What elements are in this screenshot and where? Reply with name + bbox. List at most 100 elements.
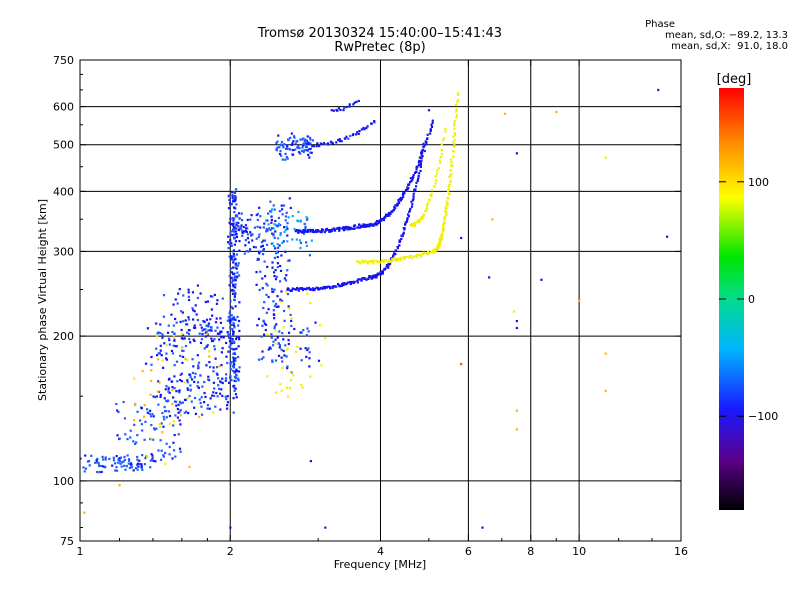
data-point — [168, 422, 171, 425]
data-point — [364, 225, 367, 228]
data-point — [120, 461, 124, 464]
data-point — [210, 308, 213, 311]
data-point — [286, 292, 290, 296]
data-point — [234, 393, 238, 396]
data-point — [112, 459, 116, 462]
data-point — [291, 287, 294, 290]
data-point — [373, 223, 376, 226]
data-point — [325, 227, 328, 231]
data-point — [98, 464, 101, 467]
data-point — [151, 456, 154, 460]
data-point — [413, 188, 416, 192]
data-point — [295, 229, 299, 232]
data-point — [149, 379, 153, 383]
data-point — [364, 259, 367, 262]
data-point — [116, 434, 119, 437]
data-point — [231, 337, 234, 341]
data-point — [192, 326, 196, 329]
data-point — [84, 467, 88, 470]
data-point — [211, 314, 214, 317]
data-point — [397, 257, 400, 261]
data-point — [199, 401, 202, 405]
data-point — [191, 358, 194, 361]
data-point — [234, 207, 237, 210]
data-point — [438, 244, 441, 247]
data-point — [429, 194, 432, 197]
data-point — [430, 125, 434, 129]
data-point — [263, 333, 266, 336]
data-point — [392, 209, 395, 212]
data-point — [481, 526, 484, 529]
data-point — [411, 199, 415, 202]
data-point — [261, 277, 264, 280]
data-point — [287, 288, 290, 291]
data-point — [364, 277, 367, 280]
data-point — [129, 462, 133, 465]
data-point — [173, 317, 177, 321]
data-point — [173, 364, 176, 367]
data-point — [221, 347, 224, 350]
data-point — [171, 386, 174, 389]
data-point — [132, 440, 135, 443]
data-point — [359, 262, 362, 265]
data-point — [149, 393, 152, 396]
y-tick-label: 200 — [53, 330, 74, 343]
data-point — [82, 466, 85, 469]
data-point — [262, 249, 265, 252]
data-point — [453, 132, 456, 135]
data-point — [278, 346, 281, 349]
data-point — [422, 142, 425, 145]
data-point — [356, 260, 360, 263]
data-point — [430, 123, 433, 126]
data-point — [133, 423, 136, 426]
data-point — [143, 463, 147, 466]
data-points — [79, 88, 669, 529]
data-point — [180, 332, 184, 335]
data-point — [423, 144, 426, 147]
data-point — [438, 159, 441, 162]
data-point — [176, 416, 180, 419]
data-point — [272, 227, 275, 230]
data-point — [275, 148, 278, 151]
data-point — [449, 179, 452, 183]
data-point — [150, 453, 153, 456]
data-point — [302, 229, 305, 232]
data-point — [415, 167, 418, 171]
data-point — [317, 359, 321, 362]
data-point — [229, 526, 232, 529]
data-point — [237, 370, 241, 373]
data-point — [445, 200, 448, 203]
data-point — [439, 234, 443, 237]
data-point — [120, 465, 123, 468]
data-point — [448, 174, 452, 177]
y-tick-label: 600 — [53, 101, 74, 114]
data-point — [329, 287, 332, 290]
data-point — [503, 112, 507, 115]
data-point — [290, 317, 293, 320]
data-point — [232, 359, 235, 362]
data-point — [230, 256, 233, 260]
data-point — [332, 227, 335, 230]
data-point — [265, 311, 269, 314]
data-point — [261, 324, 264, 327]
data-point — [229, 222, 232, 226]
data-point — [409, 255, 413, 258]
data-point — [274, 329, 277, 332]
data-point — [186, 331, 189, 334]
data-point — [225, 407, 229, 410]
data-point — [282, 204, 286, 207]
data-point — [204, 335, 207, 338]
data-point — [213, 293, 216, 297]
data-point — [280, 204, 283, 207]
data-point — [430, 250, 433, 253]
data-point — [400, 234, 403, 237]
data-point — [256, 257, 259, 260]
data-point — [357, 223, 361, 226]
data-point — [231, 292, 235, 295]
data-point — [219, 330, 222, 333]
data-point — [424, 251, 427, 255]
data-point — [415, 255, 418, 259]
data-point — [311, 139, 314, 142]
data-point — [324, 229, 328, 232]
data-point — [388, 262, 392, 266]
